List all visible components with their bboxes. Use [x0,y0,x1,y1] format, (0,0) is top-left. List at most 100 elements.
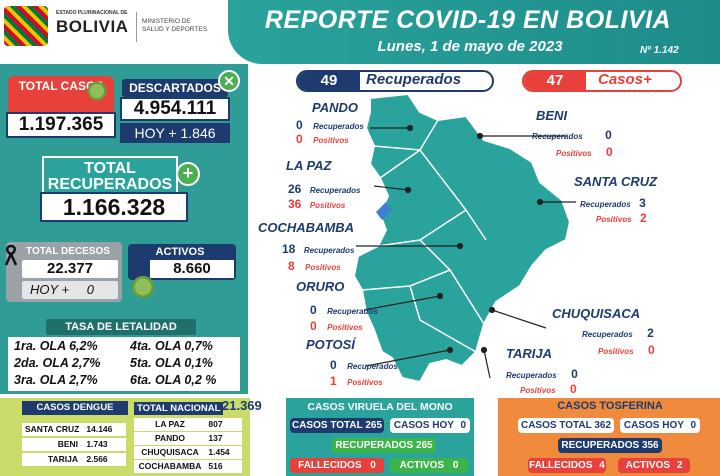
pos-word: Positivos [305,263,341,272]
dept-lapaz-name: LA PAZ [286,158,332,173]
bolivia-map [352,92,572,384]
dept-santacruz-name: SANTA CRUZ [574,174,658,189]
dept-cochabamba-rec-value: 18 [282,242,296,256]
plus-icon: + [176,162,200,186]
letalidad-item: 6ta. OLA 0,2 % [130,373,217,387]
dept-oruro-pos-value: 0 [310,319,317,333]
ministry-name: MINISTERIO DE SALUD Y DEPORTES [142,18,242,34]
pos-word: Positivos [327,323,363,332]
tosferina-fallecidos-label: FALLECIDOS [529,460,593,471]
dept-potosi-pos-value: 1 [330,374,337,388]
decesos-hoy: HOY + 0 [22,281,118,299]
dengue-dept: CHUQUISACA [141,447,199,457]
descartados-label: DESCARTADOS [122,79,228,97]
dept-santacruz-pos-value: 2 [640,211,647,225]
viruela-recuperados: RECUPERADOS 265 [332,438,436,453]
dept-cochabamba-pos-value: 8 [288,259,295,273]
letalidad-item: 5ta. OLA 0,1% [130,356,213,370]
pos-word: Positivos [556,149,592,158]
logo-country-text: BOLIVIA [56,17,129,36]
dept-chuquisaca-pos: Positivos 0 [598,341,655,359]
tosferina-activos-label: ACTIVOS [625,460,671,471]
total-recuperados-label: TOTAL RECUPERADOS [42,156,178,196]
dept-lapaz-pos-value: 36 [288,197,302,211]
dengue-dept: PANDO [154,433,186,443]
casos-count: 47 [524,72,586,90]
tosferina-casos-hoy-label: CASOS HOY [623,420,684,431]
viruela-casos-total-label: CASOS TOTAL [291,420,363,431]
letalidad-item: 4ta. OLA 0,7% [130,339,213,353]
dengue-dept: TARIJA [47,454,78,464]
dengue-value: 137 [208,433,223,443]
dept-santacruz-rec-value: 3 [639,196,646,210]
virus-icon [86,80,108,102]
dengue-row: BENI 1.743 [22,438,126,451]
dept-potosi-rec: 0 Recuperados [330,356,398,374]
dengue-value: 14.146 [86,424,113,434]
report-title: REPORTE COVID-19 EN BOLIVIA [264,6,672,34]
header-banner [228,0,720,64]
viruela-casos-hoy-label: CASOS HOY [393,420,454,431]
tosferina-recuperados-label: RECUPERADOS [561,440,640,451]
dept-santacruz-pos: Positivos 2 [596,209,647,227]
ministry-line2: SALUD Y DEPORTES [142,26,208,33]
tosferina-fallecidos: FALLECIDOS 4 [528,458,606,473]
viruela-casos-total-value: 265 [365,420,383,431]
letalidad-box [8,337,240,391]
ministry-logo: ESTADO PLURINACIONAL DE BOLIVIA MINISTER… [4,6,244,46]
dengue-value: 1.743 [86,439,108,449]
dengue-row: PANDO 137 [134,432,242,445]
dengue-row: SANTA CRUZ 14.146 [22,423,126,436]
tosferina-casos-hoy: CASOS HOY 0 [620,418,700,433]
viruela-activos-label: ACTIVOS [399,460,445,471]
letalidad-item: 2da. OLA 2,7% [14,356,101,370]
pos-word: Positivos [313,136,349,145]
dept-pando-rec: 0 Recuperados [296,116,364,134]
dept-potosi-name: POTOSÍ [306,337,355,352]
tosferina-recuperados-value: 356 [641,440,659,451]
rec-word: Recuperados [532,132,583,141]
dept-beni-rec: Recuperados 0 [532,126,612,144]
dept-pando-pos-value: 0 [296,132,303,146]
dengue-dept: COCHABAMBA [138,461,202,471]
tosferina-title: CASOS TOSFERINA [557,400,663,412]
dept-chuquisaca-rec: Recuperados 2 [582,324,654,342]
viruela-activos: ACTIVOS 0 [390,458,468,473]
casos-tag-label: Casos+ [598,71,652,88]
total-recuperados-value: 1.166.328 [40,192,188,222]
viruela-fallecidos: FALLECIDOS 0 [290,458,384,473]
ministry-line1: MINISTERIO DE [142,18,191,25]
viruela-casos-hoy-value: 0 [460,420,467,431]
dept-beni-pos: Positivos 0 [556,143,613,161]
viruela-fallecidos-label: FALLECIDOS [298,460,362,471]
descartados-hoy: HOY + 1.846 [120,123,230,143]
dengue-value: 807 [208,419,223,429]
dept-cochabamba-name: COCHABAMBA [258,220,355,235]
viruela-casos-total: CASOS TOTAL 265 [290,418,384,433]
dept-potosi-pos: 1 Positivos [330,372,383,390]
dept-chuquisaca-pos-value: 0 [648,343,655,357]
rec-word: Recuperados [303,246,355,255]
dept-pando-rec-value: 0 [296,118,303,132]
dept-pando-name: PANDO [312,100,358,115]
dept-oruro-rec-value: 0 [310,303,317,317]
activos-label: ACTIVOS [155,246,205,258]
dengue-value: 2.566 [86,454,108,464]
mourning-ribbon-icon [4,244,18,266]
dept-cochabamba-pos: 8 Positivos [288,257,341,275]
dengue-dept: BENI [57,439,78,449]
dept-oruro-rec: 0 Recuperados [310,301,378,319]
viruela-recuperados-label: RECUPERADOS [335,440,414,451]
dept-lapaz-rec: 26 Recuperados [288,180,361,198]
dept-pando-pos: 0 Positivos [296,130,349,148]
dept-tarija-name: TARIJA [506,346,552,361]
dengue-title: CASOS DENGUE [22,401,128,415]
pos-word: Positivos [347,378,383,387]
rec-word: Recuperados [580,200,631,209]
dept-tarija-rec: Recuperados 0 [506,365,578,383]
rec-word: Recuperados [582,330,633,339]
decesos-hoy-value: 0 [86,282,94,297]
map-connectors [356,124,576,379]
dept-beni-name: BENI [536,108,568,123]
